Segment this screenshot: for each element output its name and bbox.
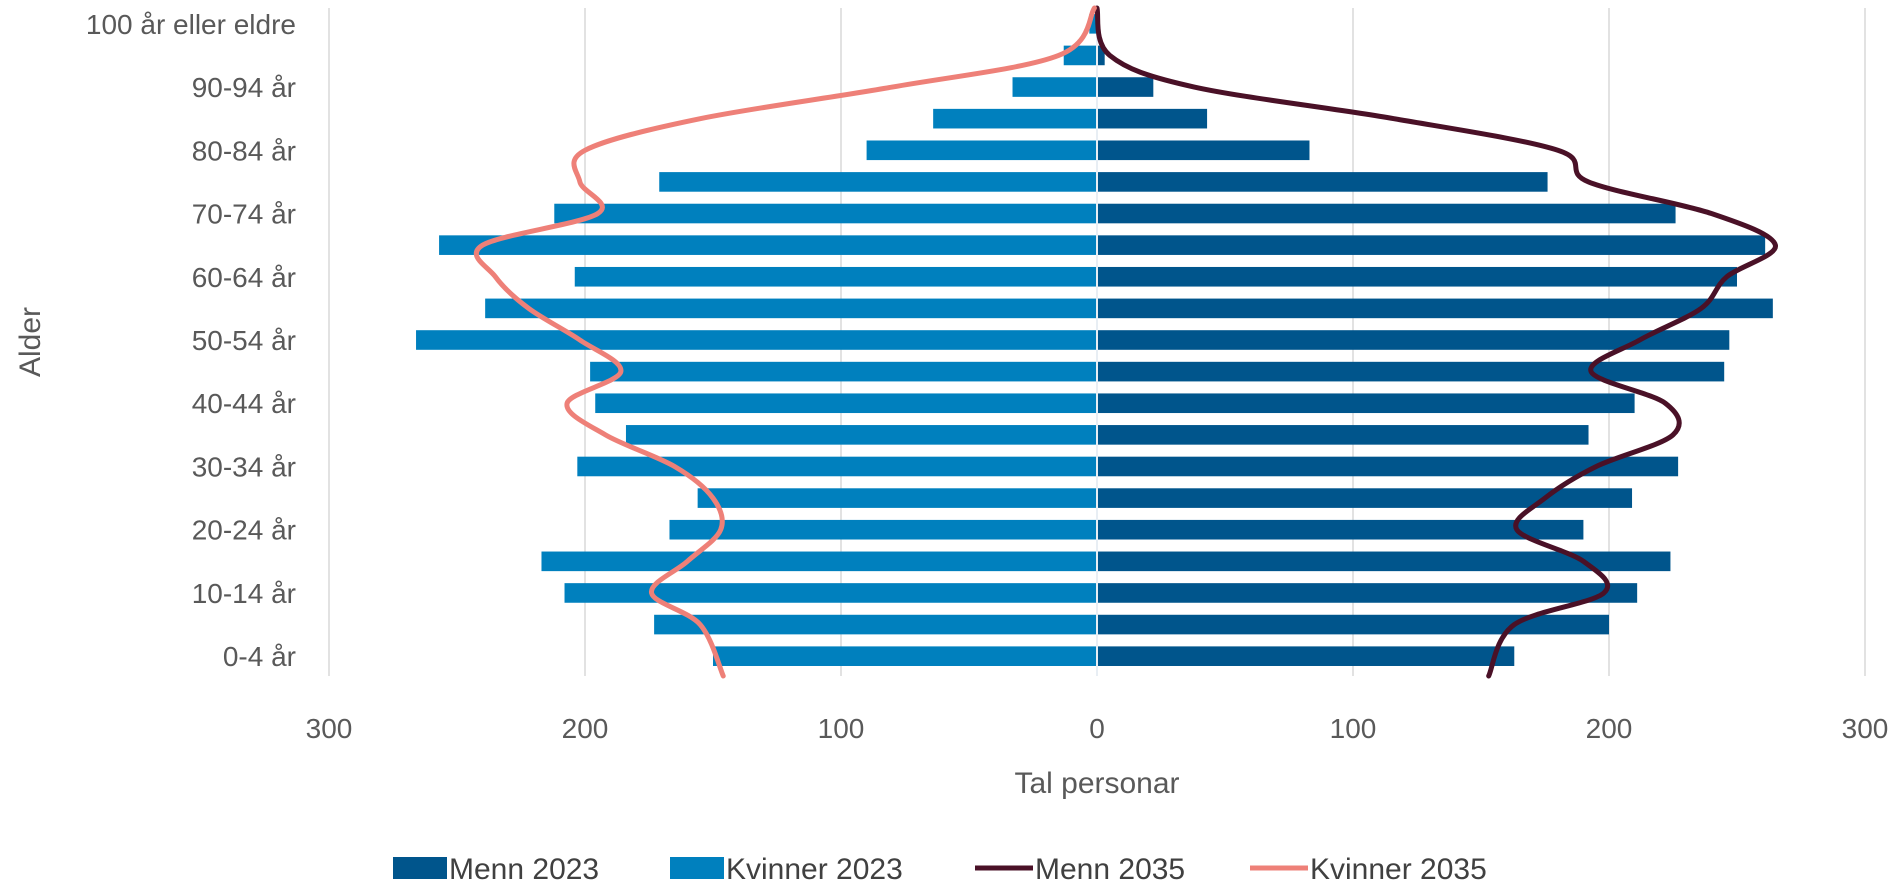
- bar-women-2023-18: [1012, 77, 1097, 97]
- y-axis-tick-labels: 0-4 år 10-14 år 20-24 år 30-34 år 40-44 år 50…: [86, 9, 296, 672]
- bar-women-2023-14: [554, 203, 1097, 224]
- bar-men-2023-1: [1097, 614, 1609, 635]
- y-tick-label-18: 90-94 år: [192, 72, 296, 103]
- bar-men-2023-5: [1097, 488, 1633, 508]
- bar-women-2023-1: [654, 614, 1097, 635]
- y-tick-label-8: 40-44 år: [192, 388, 296, 419]
- bar-women-2023-2: [564, 583, 1097, 603]
- legend-swatch-1: [670, 857, 724, 879]
- x-tick-label-1: 200: [562, 713, 609, 744]
- bar-men-2023-19: [1097, 45, 1105, 66]
- legend-item-3: Kvinner 2035: [1250, 853, 1487, 884]
- y-tick-label-4: 20-24 år: [192, 515, 296, 546]
- bar-women-2023-6: [577, 456, 1097, 477]
- y-tick-label-12: 60-64 år: [192, 262, 296, 293]
- legend-label-3: Kvinner 2035: [1310, 853, 1487, 884]
- x-axis-tick-labels: 300 200 100 0 100 200 300: [306, 713, 1889, 744]
- x-tick-label-2: 100: [818, 713, 865, 744]
- bar-men-2023-15: [1097, 172, 1548, 192]
- bars: [416, 8, 1773, 676]
- bar-women-2023-16: [866, 140, 1097, 161]
- bar-men-2023-0: [1097, 646, 1515, 666]
- line-women-2035: [473, 5, 1097, 679]
- bar-men-2023-9: [1097, 361, 1725, 382]
- bar-women-2023-5: [697, 488, 1097, 508]
- legend-item-1: Kvinner 2023: [670, 853, 903, 884]
- line-men-2035: [1094, 5, 1778, 679]
- bar-women-2023-12: [574, 266, 1097, 287]
- bar-men-2023-13: [1097, 235, 1766, 255]
- bar-women-2023-10: [416, 330, 1097, 350]
- x-axis-title: Tal personar: [1014, 767, 1179, 800]
- y-tick-label-16: 80-84 år: [192, 135, 296, 166]
- bar-men-2023-3: [1097, 551, 1671, 572]
- y-tick-label-2: 10-14 år: [192, 578, 296, 609]
- bar-men-2023-11: [1097, 298, 1773, 319]
- x-tick-label-4: 100: [1330, 713, 1377, 744]
- bar-women-2023-8: [595, 393, 1097, 414]
- bar-men-2023-10: [1097, 330, 1730, 350]
- legend-item-2: Menn 2035: [975, 853, 1185, 884]
- bar-men-2023-12: [1097, 266, 1737, 287]
- bar-men-2023-18: [1097, 77, 1154, 97]
- bar-men-2023-6: [1097, 456, 1679, 477]
- lines: [473, 5, 1778, 679]
- y-tick-label-20: 100 år eller eldre: [86, 9, 296, 40]
- bar-men-2023-8: [1097, 393, 1635, 414]
- bar-men-2023-7: [1097, 425, 1589, 445]
- legend-item-0: Menn 2023: [393, 853, 599, 884]
- x-tick-label-3: 0: [1089, 713, 1105, 744]
- legend: Menn 2023 Kvinner 2023 Menn 2035 Kvinner 20…: [393, 853, 1487, 884]
- y-tick-label-14: 70-74 år: [192, 199, 296, 230]
- bar-men-2023-2: [1097, 583, 1638, 603]
- bar-women-2023-20: [1089, 14, 1097, 34]
- x-tick-label-6: 300: [1842, 713, 1889, 744]
- y-tick-label-10: 50-54 år: [192, 325, 296, 356]
- bar-men-2023-17: [1097, 108, 1208, 129]
- legend-label-1: Kvinner 2023: [726, 853, 903, 884]
- legend-swatch-0: [393, 857, 447, 879]
- bar-women-2023-13: [439, 235, 1098, 255]
- legend-label-0: Menn 2023: [449, 853, 599, 884]
- bar-women-2023-9: [590, 361, 1097, 382]
- bar-women-2023-7: [625, 425, 1097, 445]
- bar-women-2023-4: [669, 519, 1097, 540]
- bar-women-2023-0: [713, 646, 1097, 666]
- y-tick-label-6: 30-34 år: [192, 451, 296, 482]
- x-tick-label-5: 200: [1586, 713, 1633, 744]
- bar-men-2023-14: [1097, 203, 1676, 224]
- y-axis-title: Alder: [14, 307, 47, 377]
- y-tick-label-0: 0-4 år: [223, 641, 296, 672]
- bar-men-2023-16: [1097, 140, 1310, 161]
- bar-women-2023-3: [541, 551, 1097, 572]
- bar-women-2023-17: [933, 108, 1097, 129]
- x-tick-label-0: 300: [306, 713, 353, 744]
- legend-label-2: Menn 2035: [1035, 853, 1185, 884]
- bar-women-2023-15: [659, 172, 1097, 192]
- bar-women-2023-11: [485, 298, 1097, 319]
- bar-men-2023-4: [1097, 519, 1584, 540]
